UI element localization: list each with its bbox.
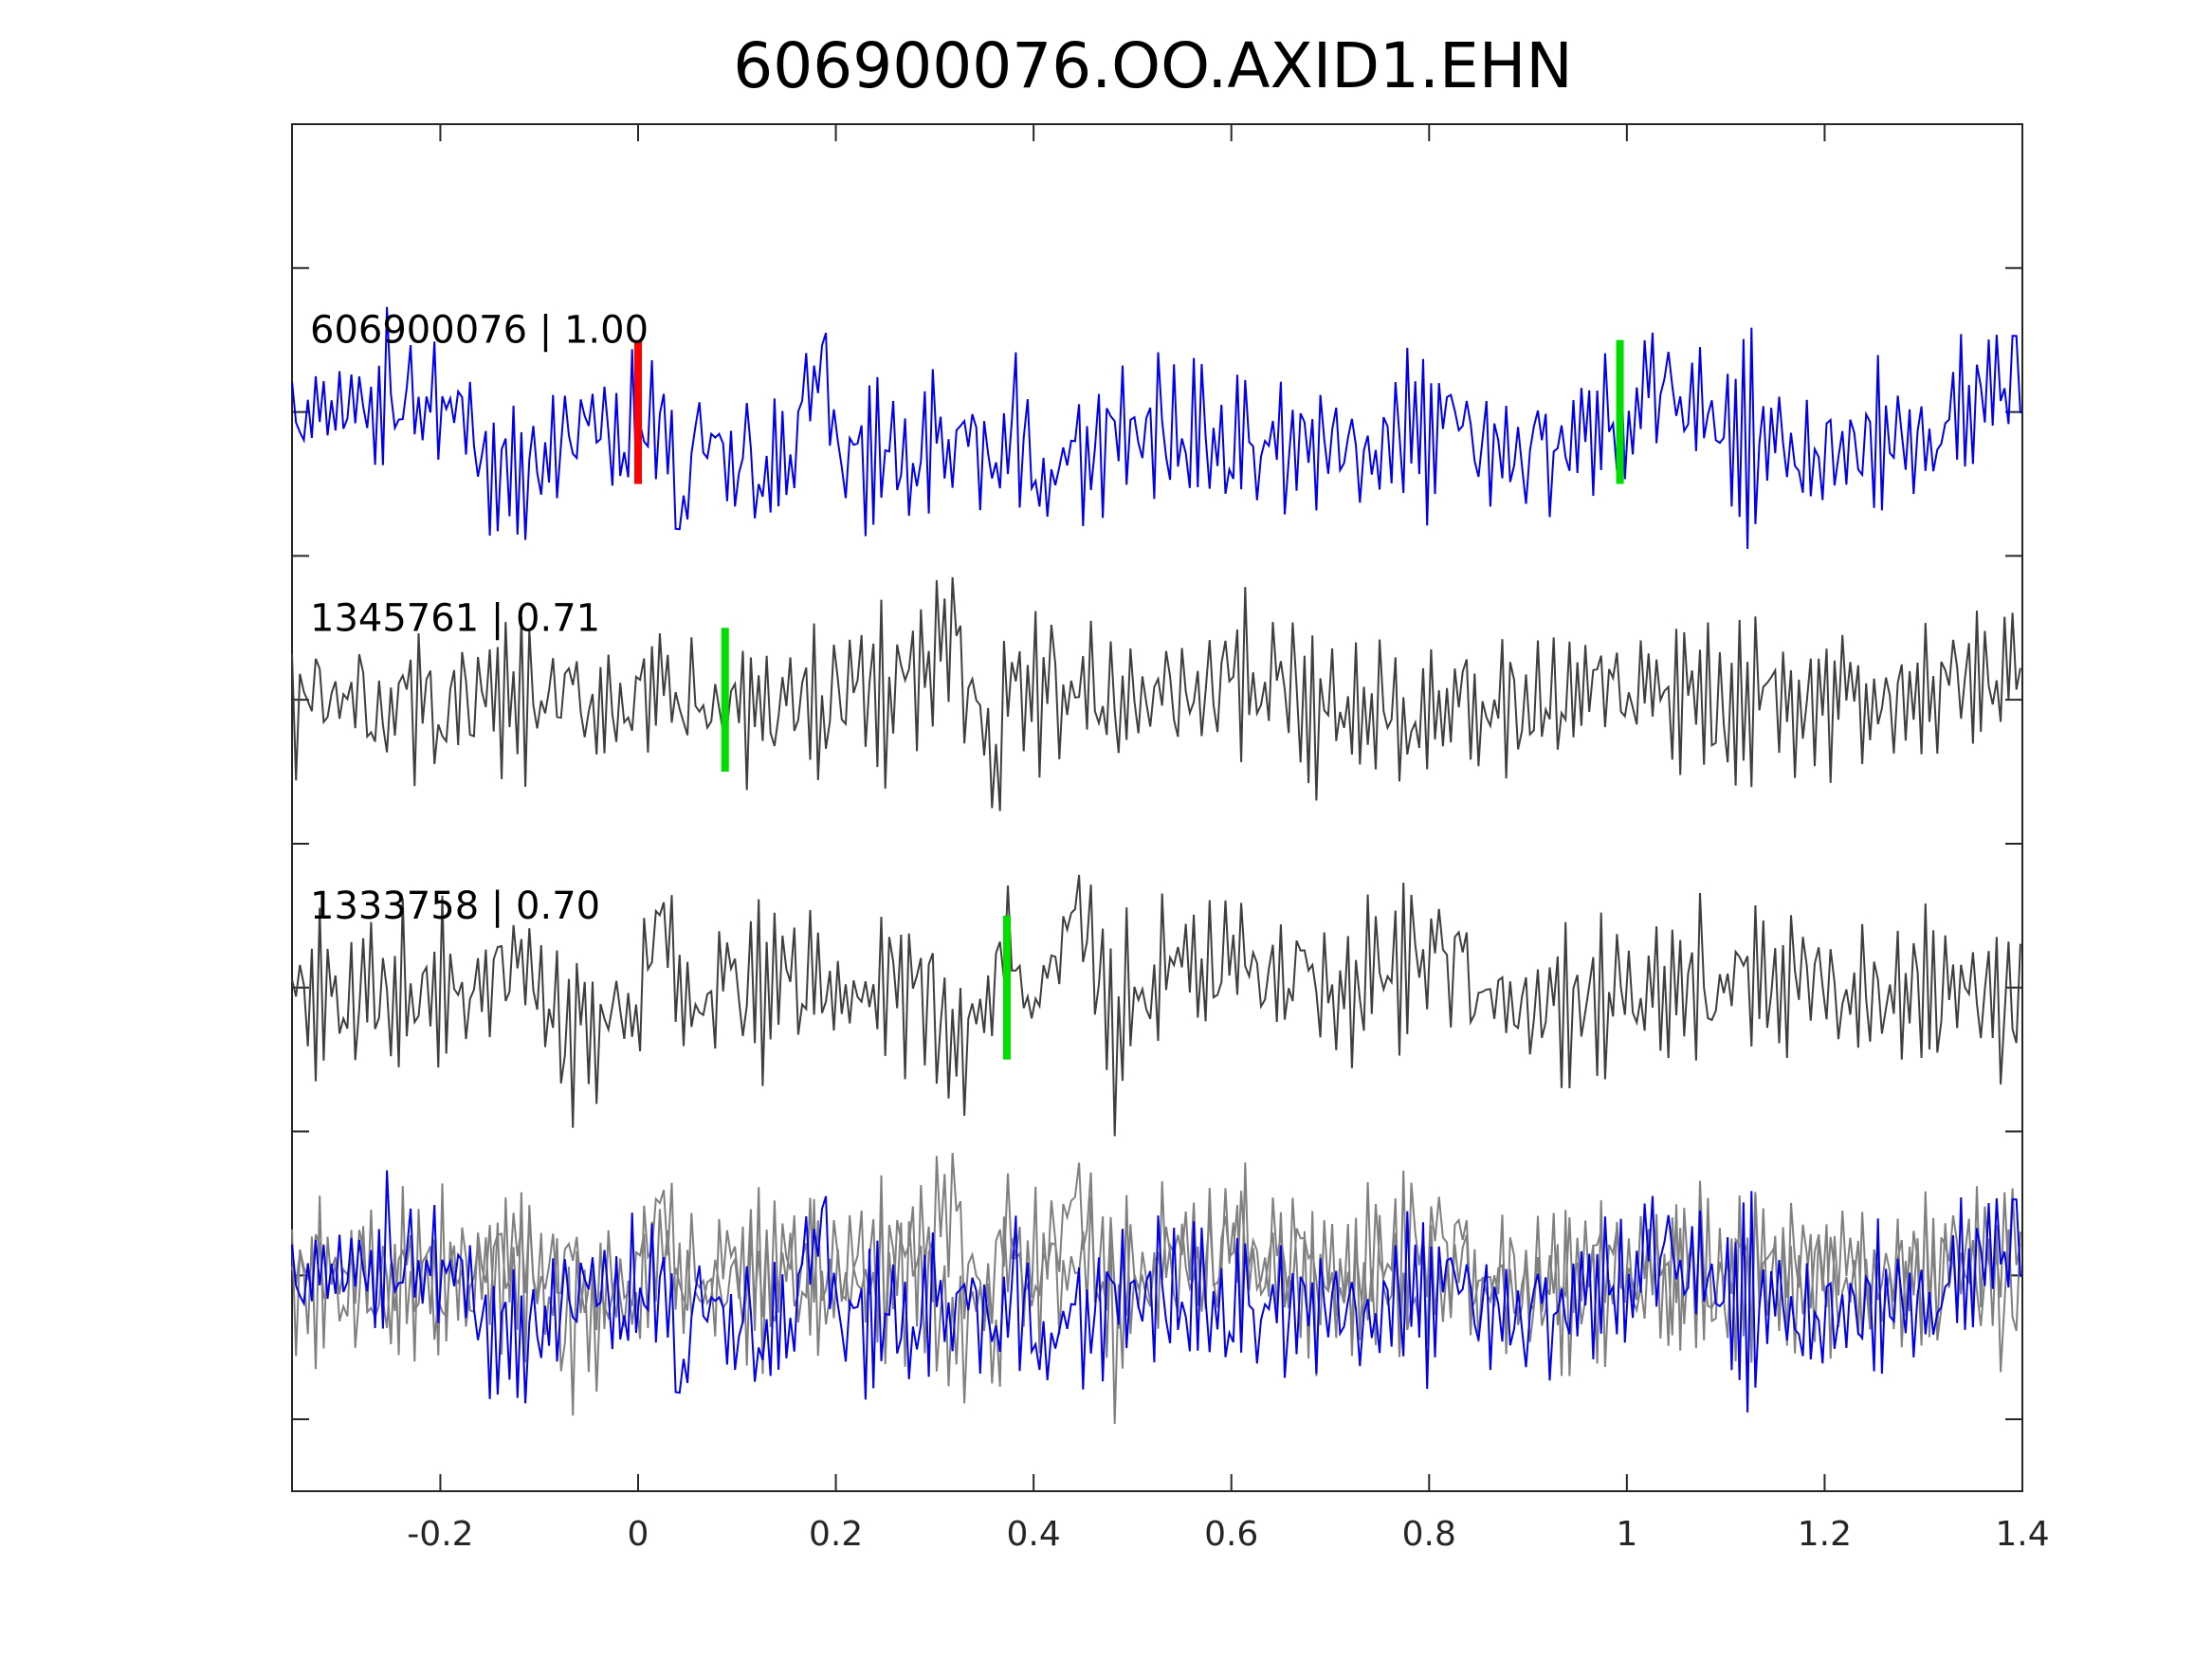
x-tick-label: 0.8 bbox=[1402, 1515, 1456, 1554]
overlay-traces bbox=[291, 1153, 2021, 1425]
axis-ticks bbox=[292, 124, 2023, 1491]
x-tick-label: 0.6 bbox=[1204, 1515, 1258, 1554]
x-tick-label: 1.4 bbox=[1995, 1515, 2049, 1554]
x-tick-label: -0.2 bbox=[407, 1515, 473, 1554]
trace-label-1333758: 1333758 | 0.70 bbox=[310, 884, 600, 928]
x-tick-label: 0 bbox=[628, 1515, 649, 1554]
trace-label-1345761: 1345761 | 0.71 bbox=[310, 596, 600, 640]
chart-title: 606900076.OO.AXID1.EHN bbox=[733, 29, 1572, 102]
trace-1345761 bbox=[291, 576, 2021, 811]
x-tick-labels: -0.2 0 0.2 0.4 0.6 0.8 1 1.2 1.4 bbox=[407, 1515, 2049, 1554]
trace-labels: 606900076 | 1.00 1345761 | 0.71 1333758 | … bbox=[310, 309, 649, 928]
overlay-trace-606900076 bbox=[291, 1170, 2021, 1413]
seismic-traces bbox=[291, 306, 2021, 1137]
x-tick-label: 0.4 bbox=[1007, 1515, 1061, 1554]
x-tick-label: 0.2 bbox=[809, 1515, 863, 1554]
phase-picks bbox=[634, 339, 1624, 1060]
x-tick-label: 1 bbox=[1616, 1515, 1637, 1554]
trace-label-606900076: 606900076 | 1.00 bbox=[310, 309, 649, 353]
x-tick-label: 1.2 bbox=[1798, 1515, 1852, 1554]
trace-606900076 bbox=[291, 306, 2021, 550]
trace-1333758 bbox=[291, 874, 2021, 1137]
